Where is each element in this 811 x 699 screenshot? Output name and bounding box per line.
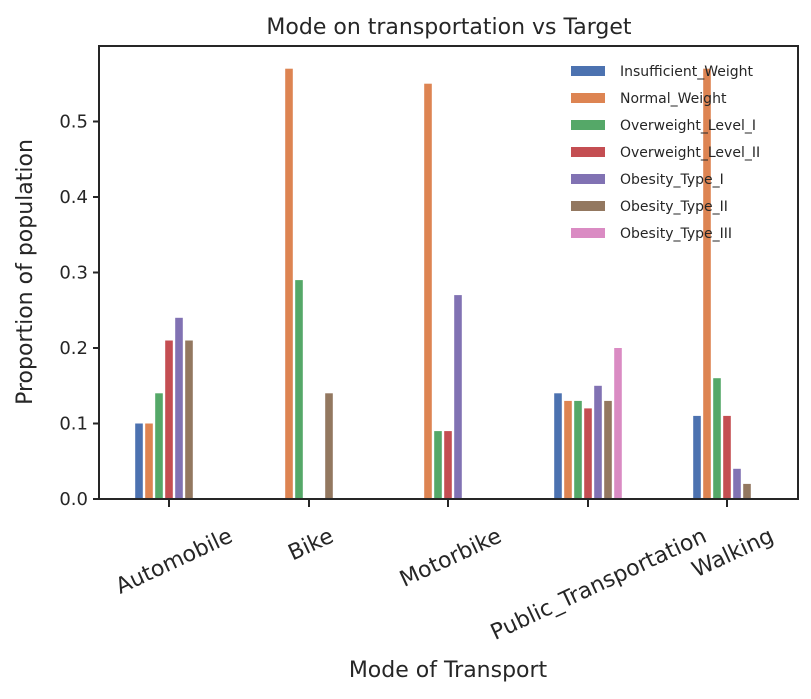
- legend-label-Obesity_Type_I: Obesity_Type_I: [620, 172, 724, 188]
- y-tick-label-0.4: 0.4: [59, 187, 88, 208]
- x-axis-label: Mode of Transport: [349, 658, 548, 683]
- bar-Obesity_Type_I-Public_Transportation: [594, 385, 602, 500]
- bar-Insufficient_Weight-Public_Transportation: [554, 393, 562, 499]
- x-tick-label-Automobile: Automobile: [112, 524, 236, 600]
- y-tick-label-0.3: 0.3: [59, 263, 88, 284]
- bar-Overweight_Level_II-Automobile: [165, 340, 173, 499]
- legend-label-Obesity_Type_III: Obesity_Type_III: [620, 226, 732, 242]
- legend-label-Insufficient_Weight: Insufficient_Weight: [620, 64, 754, 80]
- bar-Overweight_Level_II-Walking: [723, 415, 731, 499]
- plot-frame: [98, 45, 799, 500]
- bar-Normal_Weight-Public_Transportation: [564, 400, 572, 499]
- bars-group: [135, 68, 751, 500]
- x-tick-label-Bike: Bike: [285, 524, 338, 566]
- bar-Overweight_Level_I-Public_Transportation: [574, 400, 582, 499]
- bar-Obesity_Type_I-Automobile: [175, 317, 183, 499]
- bar-Obesity_Type_II-Walking: [743, 483, 751, 499]
- y-tick-label-0.5: 0.5: [59, 112, 88, 133]
- legend-swatch-Insufficient_Weight: [571, 66, 605, 76]
- bar-Obesity_Type_I-Motorbike: [454, 295, 462, 499]
- legend-label-Obesity_Type_II: Obesity_Type_II: [620, 199, 728, 215]
- bar-Normal_Weight-Motorbike: [424, 83, 432, 499]
- legend-swatch-Overweight_Level_I: [571, 120, 605, 130]
- legend: Insufficient_Weight Normal_Weight Overweig…: [571, 64, 760, 242]
- bar-Obesity_Type_II-Public_Transportation: [604, 400, 612, 499]
- bar-Obesity_Type_II-Bike: [325, 393, 333, 499]
- bar-Obesity_Type_II-Automobile: [185, 340, 193, 499]
- legend-label-Normal_Weight: Normal_Weight: [620, 91, 727, 107]
- y-tick-label-0.0: 0.0: [59, 489, 88, 510]
- legend-swatch-Obesity_Type_I: [571, 174, 605, 184]
- bar-Obesity_Type_III-Public_Transportation: [614, 348, 622, 499]
- legend-swatch-Normal_Weight: [571, 93, 605, 103]
- legend-label-Overweight_Level_I: Overweight_Level_I: [620, 118, 756, 134]
- bar-Normal_Weight-Bike: [285, 68, 293, 499]
- bar-Overweight_Level_II-Public_Transportation: [584, 408, 592, 499]
- legend-swatch-Obesity_Type_II: [571, 201, 605, 211]
- y-tick-label-0.2: 0.2: [59, 338, 88, 359]
- bar-Overweight_Level_I-Bike: [295, 280, 303, 499]
- bar-Overweight_Level_II-Motorbike: [444, 431, 452, 499]
- y-tick-label-0.1: 0.1: [59, 414, 88, 435]
- legend-swatch-Obesity_Type_III: [571, 228, 605, 238]
- bar-Normal_Weight-Walking: [703, 68, 711, 499]
- x-axis: Automobile Bike MotorbikePublic_Transporta…: [112, 499, 778, 646]
- y-axis: 0.0 0.1 0.2 0.3 0.4 0.5: [59, 112, 99, 510]
- legend-swatch-Overweight_Level_II: [571, 147, 605, 157]
- y-axis-label: Proportion of population: [13, 139, 38, 405]
- bar-Insufficient_Weight-Walking: [693, 415, 701, 499]
- x-tick-label-Motorbike: Motorbike: [396, 524, 505, 593]
- bar-Overweight_Level_I-Automobile: [155, 393, 163, 499]
- bar-Overweight_Level_I-Motorbike: [434, 431, 442, 499]
- bar-Overweight_Level_I-Walking: [713, 378, 721, 499]
- bar-Normal_Weight-Automobile: [145, 423, 153, 499]
- legend-label-Overweight_Level_II: Overweight_Level_II: [620, 145, 760, 161]
- chart-title: Mode on transportation vs Target: [266, 15, 632, 40]
- bar-Obesity_Type_I-Walking: [733, 468, 741, 499]
- x-tick-label-Public_Transportation: Public_Transportation: [487, 524, 711, 646]
- bar-Insufficient_Weight-Automobile: [135, 423, 143, 499]
